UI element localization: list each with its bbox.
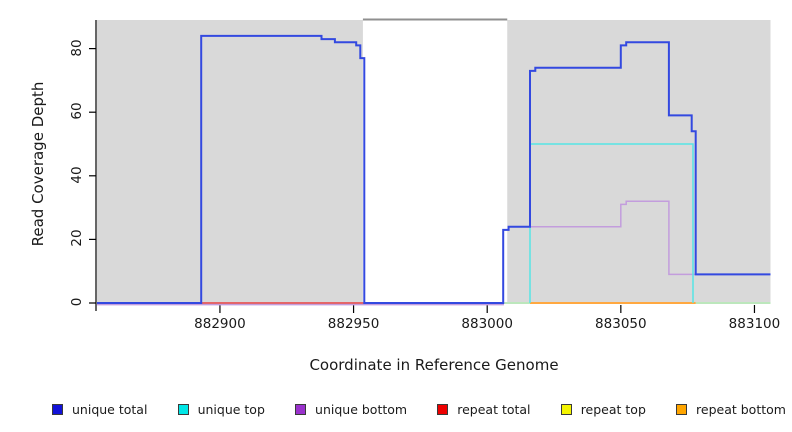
legend-item-repeat-total: repeat total <box>437 401 531 417</box>
y-tick-label: 80 <box>69 39 85 57</box>
shaded-region-1 <box>97 20 363 302</box>
series-unique-total-line <box>97 34 771 304</box>
legend-label: unique bottom <box>315 401 408 417</box>
x-tick-label: 883000 <box>461 316 513 332</box>
x-tick-label: 883100 <box>728 316 781 332</box>
y-tick-label: 0 <box>69 297 85 307</box>
y-tick-label: 40 <box>69 166 85 184</box>
legend-label: repeat total <box>457 401 531 417</box>
legend-swatch <box>177 403 189 415</box>
legend-label: repeat bottom <box>696 401 786 417</box>
legend: unique total unique top unique bottom repea… <box>52 398 786 420</box>
x-axis-title: Coordinate in Reference Genome <box>309 356 559 374</box>
legend-label: repeat top <box>580 401 646 417</box>
shaded-region-2 <box>507 20 771 302</box>
legend-item-unique-total: unique total <box>52 402 147 417</box>
legend-swatch <box>52 403 63 415</box>
x-tick-label: 882900 <box>194 316 246 332</box>
legend-swatch <box>676 403 688 415</box>
y-tick-label: 60 <box>69 102 85 120</box>
legend-item-repeat-top: repeat top <box>560 401 646 417</box>
y-tick-label: 20 <box>69 229 85 247</box>
x-tick-label: 882950 <box>327 316 380 332</box>
legend-swatch <box>437 403 449 415</box>
legend-label: unique total <box>72 401 148 417</box>
legend-item-unique-bottom: unique bottom <box>295 402 407 417</box>
legend-swatch <box>560 403 572 415</box>
x-tick-label: 883050 <box>595 316 647 332</box>
legend-item-unique-top: unique top <box>177 401 265 417</box>
legend-label: unique top <box>197 401 265 417</box>
legend-swatch <box>295 403 307 415</box>
legend-item-repeat-bottom: repeat bottom <box>676 402 786 417</box>
